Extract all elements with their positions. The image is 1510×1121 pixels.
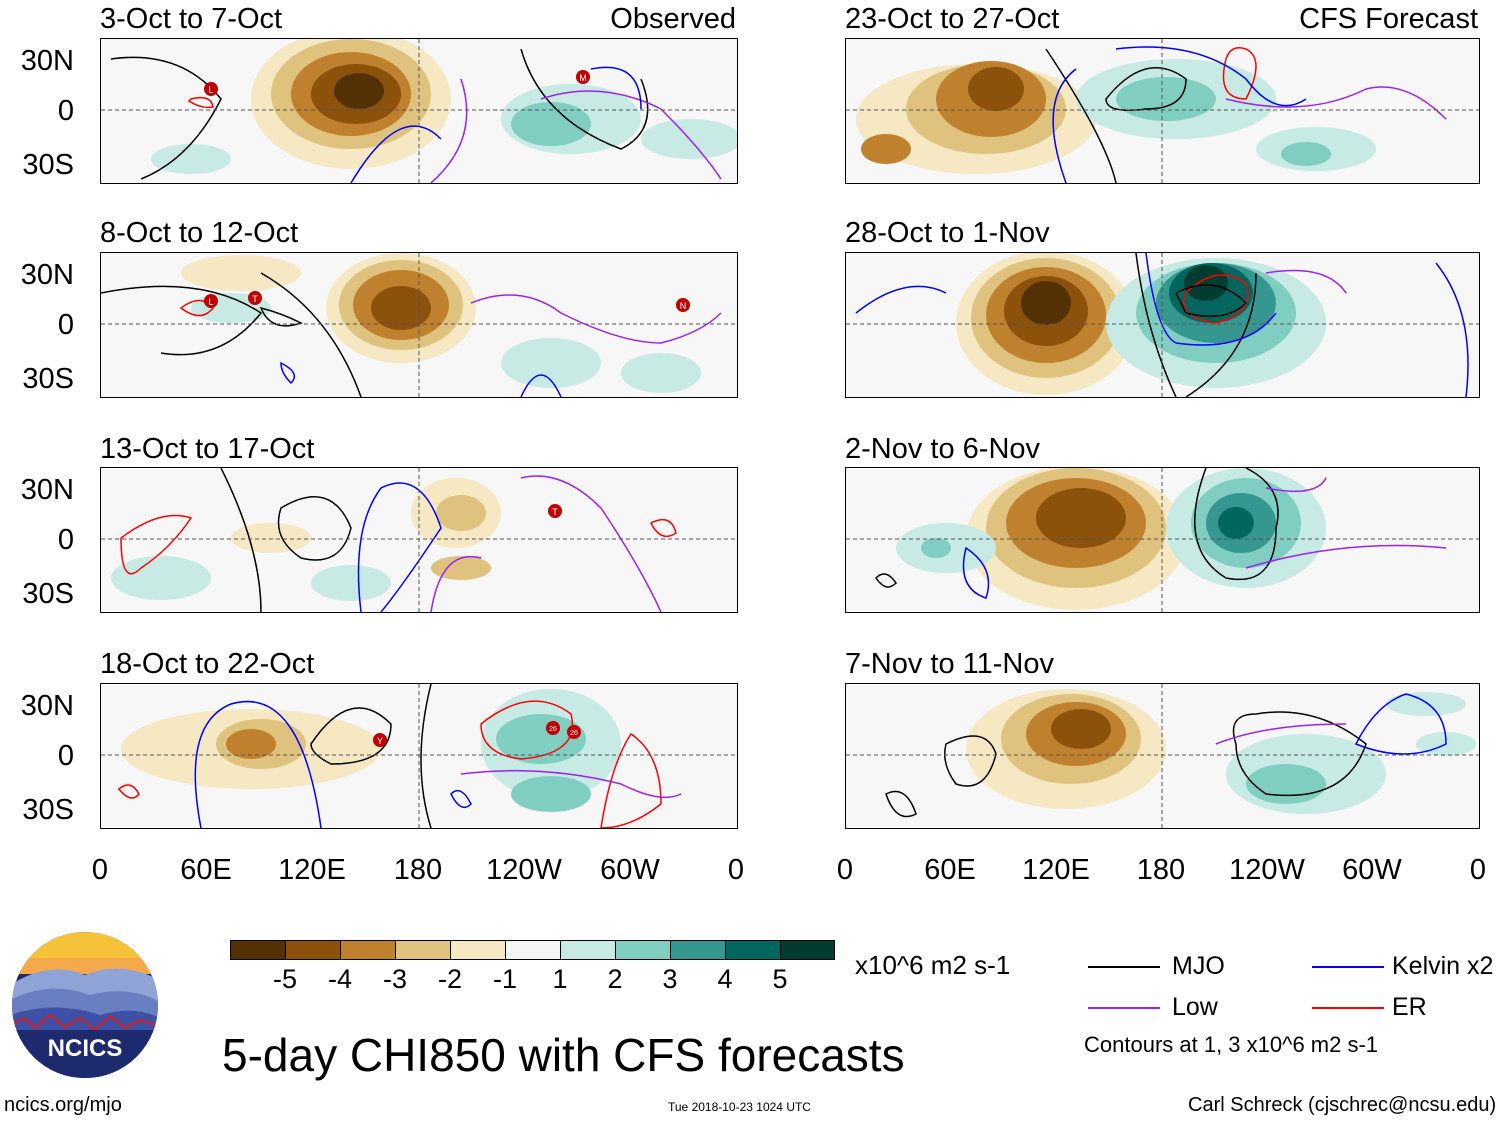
storm-marker-p2-1 (248, 291, 262, 305)
panel-title-1: 3-Oct to 7-Oct (100, 3, 283, 35)
colorbar-cell-0 (230, 940, 286, 960)
footer-timestamp: Tue 2018-10-23 1024 UTC (668, 1100, 811, 1114)
storm-marker-p1-1 (576, 70, 590, 84)
footer-credit: Carl Schreck (cjschrec@ncsu.edu) (1188, 1094, 1497, 1116)
colorbar-label-8: 4 (717, 964, 733, 994)
legend-label-mjo: MJO (1172, 952, 1225, 980)
panel-tag-observed: Observed (610, 3, 736, 35)
colorbar-label-4: -1 (492, 964, 517, 994)
xlabel-left-60w: 60W (600, 854, 660, 886)
storm-marker-p2-0 (204, 294, 218, 308)
ylabel-30s-p1: 30S (22, 149, 74, 181)
legend-label-er: ER (1392, 993, 1427, 1021)
map-panel-4: Y 26 26 (100, 683, 738, 829)
storm-label-p3-0: T (552, 507, 558, 517)
footer-url[interactable]: ncics.org/mjo (4, 1094, 122, 1116)
ylabel-30s-p4: 30S (22, 794, 74, 826)
storm-label-p2-2: N (680, 301, 687, 311)
xlabel-right-180: 180 (1136, 854, 1186, 886)
colorbar-label-1: -4 (327, 964, 352, 994)
map-panel-1: L M (100, 38, 738, 184)
colorbar-label-2: -3 (382, 964, 407, 994)
map-panel-8 (845, 683, 1480, 829)
colorbar-cell-5 (505, 940, 561, 960)
legend-contours-note: Contours at 1, 3 x10^6 m2 s-1 (1084, 1032, 1379, 1057)
panel-title-5: 23-Oct to 27-Oct (845, 3, 1060, 35)
xlabel-right-120e: 120E (1022, 854, 1090, 886)
storm-label-p4-2: 26 (570, 730, 578, 737)
ylabel-eq-p1: 0 (57, 95, 74, 127)
xlabel-left-120w: 120W (486, 854, 562, 886)
legend-line-mjo (1088, 966, 1160, 968)
xlabel-left-180: 180 (393, 854, 443, 886)
ylabel-30n-p4: 30N (20, 690, 74, 722)
main-title: 5-day CHI850 with CFS forecasts (222, 1029, 905, 1081)
xlabel-right-120w: 120W (1229, 854, 1305, 886)
colorbar-cell-10 (780, 940, 835, 960)
colorbar-cell-8 (670, 940, 726, 960)
map-panel-7 (845, 467, 1480, 613)
colorbar-cell-2 (340, 940, 396, 960)
storm-label-p4-0: Y (377, 736, 383, 746)
colorbar-label-3: -2 (437, 964, 462, 994)
panel-title-2: 8-Oct to 12-Oct (100, 217, 299, 249)
storm-marker-p4-2 (567, 725, 581, 739)
panel-tag-cfs-forecast: CFS Forecast (1299, 3, 1478, 35)
xlabel-right-60w: 60W (1342, 854, 1402, 886)
map-panel-6 (845, 252, 1480, 398)
ylabel-eq-p3: 0 (57, 524, 74, 556)
storm-marker-p1-0 (204, 82, 218, 96)
colorbar-cell-9 (725, 940, 781, 960)
xlabel-left-120e: 120E (278, 854, 346, 886)
colorbar-label-7: 3 (662, 964, 678, 994)
ylabel-30n-p2: 30N (20, 259, 74, 291)
xlabel-left-60e: 60E (180, 854, 232, 886)
xlabel-left-0: 0 (91, 854, 109, 886)
panel-title-7: 2-Nov to 6-Nov (845, 433, 1041, 465)
ylabel-eq-p4: 0 (57, 740, 74, 772)
ylabel-30n-p3: 30N (20, 474, 74, 506)
storm-marker-p4-1 (546, 721, 560, 735)
storm-marker-p2-2 (676, 298, 690, 312)
colorbar-units: x10^6 m2 s-1 (855, 950, 1011, 980)
panel-title-6: 28-Oct to 1-Nov (845, 217, 1050, 249)
colorbar-label-5: 1 (552, 964, 568, 994)
ylabel-30n-p1: 30N (20, 45, 74, 77)
legend-label-kelvin: Kelvin x2 (1392, 952, 1494, 980)
storm-marker-p4-0 (373, 733, 387, 747)
storm-label-p1-1: M (579, 73, 587, 83)
ylabel-eq-p2: 0 (57, 309, 74, 341)
colorbar-label-6: 2 (607, 964, 623, 994)
map-panel-3: T (100, 467, 738, 613)
panel-title-4: 18-Oct to 22-Oct (100, 648, 315, 680)
panel-title-8: 7-Nov to 11-Nov (845, 648, 1054, 680)
colorbar-label-9: 5 (772, 964, 788, 994)
ncics-logo: NCICS (10, 930, 160, 1080)
legend-line-low (1088, 1007, 1160, 1009)
map-panel-2: L T N (100, 252, 738, 398)
logo-text: NCICS (48, 1035, 123, 1062)
colorbar-cell-4 (450, 940, 506, 960)
legend-label-low: Low (1172, 993, 1218, 1021)
storm-label-p2-0: L (208, 297, 213, 307)
storm-marker-p3-0 (548, 504, 562, 518)
colorbar-cell-3 (395, 940, 451, 960)
xlabel-left-360: 0 (727, 854, 745, 886)
xlabel-right-0: 0 (836, 854, 854, 886)
ylabel-30s-p2: 30S (22, 363, 74, 395)
map-panel-5 (845, 38, 1480, 184)
storm-label-p4-1: 26 (549, 726, 557, 733)
panel-title-3: 13-Oct to 17-Oct (100, 433, 315, 465)
xlabel-right-360: 0 (1469, 854, 1487, 886)
legend-line-er (1312, 1007, 1384, 1009)
storm-label-p1-0: L (208, 85, 213, 95)
colorbar-cell-1 (285, 940, 341, 960)
legend-line-kelvin (1312, 966, 1384, 968)
ylabel-30s-p3: 30S (22, 578, 74, 610)
colorbar-cell-7 (615, 940, 671, 960)
colorbar-label-0: -5 (272, 964, 297, 994)
xlabel-right-60e: 60E (924, 854, 976, 886)
storm-label-p2-1: T (252, 294, 258, 304)
colorbar-cell-6 (560, 940, 616, 960)
